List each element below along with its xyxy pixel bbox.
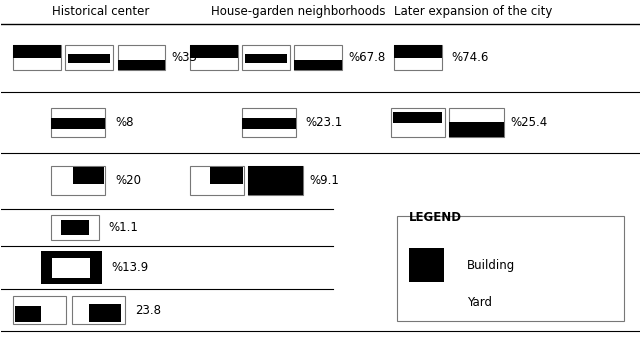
Bar	[51, 118, 105, 129]
Text: Building: Building	[467, 259, 515, 272]
Bar	[449, 108, 504, 137]
Bar	[242, 118, 296, 129]
Bar	[72, 296, 125, 324]
Text: Yard: Yard	[467, 296, 492, 309]
Bar	[190, 45, 238, 58]
Text: %13.9: %13.9	[111, 261, 149, 274]
Bar	[449, 122, 504, 137]
Bar	[248, 166, 303, 195]
Bar	[13, 296, 66, 324]
Bar	[190, 45, 238, 70]
Bar	[294, 60, 342, 70]
Bar	[391, 108, 445, 137]
Bar	[13, 45, 61, 70]
Bar	[73, 167, 104, 184]
Text: %23.1: %23.1	[306, 116, 343, 129]
Bar	[242, 45, 290, 70]
Bar	[41, 251, 101, 284]
Bar	[117, 60, 165, 70]
Bar	[394, 45, 442, 70]
Bar	[408, 288, 444, 317]
Text: Later expansion of the city: Later expansion of the city	[394, 5, 553, 19]
Bar	[190, 166, 244, 195]
Text: %8: %8	[115, 116, 133, 129]
Bar	[394, 113, 442, 123]
Text: %9.1: %9.1	[309, 174, 339, 187]
Bar	[89, 304, 121, 322]
Bar	[210, 167, 243, 184]
Text: %20: %20	[115, 174, 141, 187]
Bar	[294, 45, 342, 70]
Text: %1.1: %1.1	[108, 221, 138, 234]
Bar	[246, 54, 287, 63]
Bar	[65, 45, 113, 70]
Bar	[15, 306, 41, 322]
Bar	[397, 216, 624, 321]
Bar	[62, 220, 89, 235]
Bar	[248, 166, 303, 195]
Bar	[53, 258, 90, 277]
Text: House-garden neighborhoods: House-garden neighborhoods	[211, 5, 385, 19]
Bar	[51, 215, 99, 240]
Bar	[51, 166, 105, 195]
Bar	[51, 108, 105, 137]
Text: LEGEND: LEGEND	[408, 211, 462, 224]
Bar	[394, 45, 442, 58]
Bar	[408, 248, 444, 282]
Text: %74.6: %74.6	[451, 51, 488, 64]
Bar	[13, 45, 61, 58]
Text: %67.8: %67.8	[349, 51, 386, 64]
Bar	[117, 45, 165, 70]
Text: 23.8: 23.8	[135, 304, 161, 317]
Bar	[242, 108, 296, 137]
Text: Historical center: Historical center	[52, 5, 149, 19]
Text: %33: %33	[172, 51, 197, 64]
Text: %25.4: %25.4	[510, 116, 547, 129]
Bar	[69, 54, 110, 63]
